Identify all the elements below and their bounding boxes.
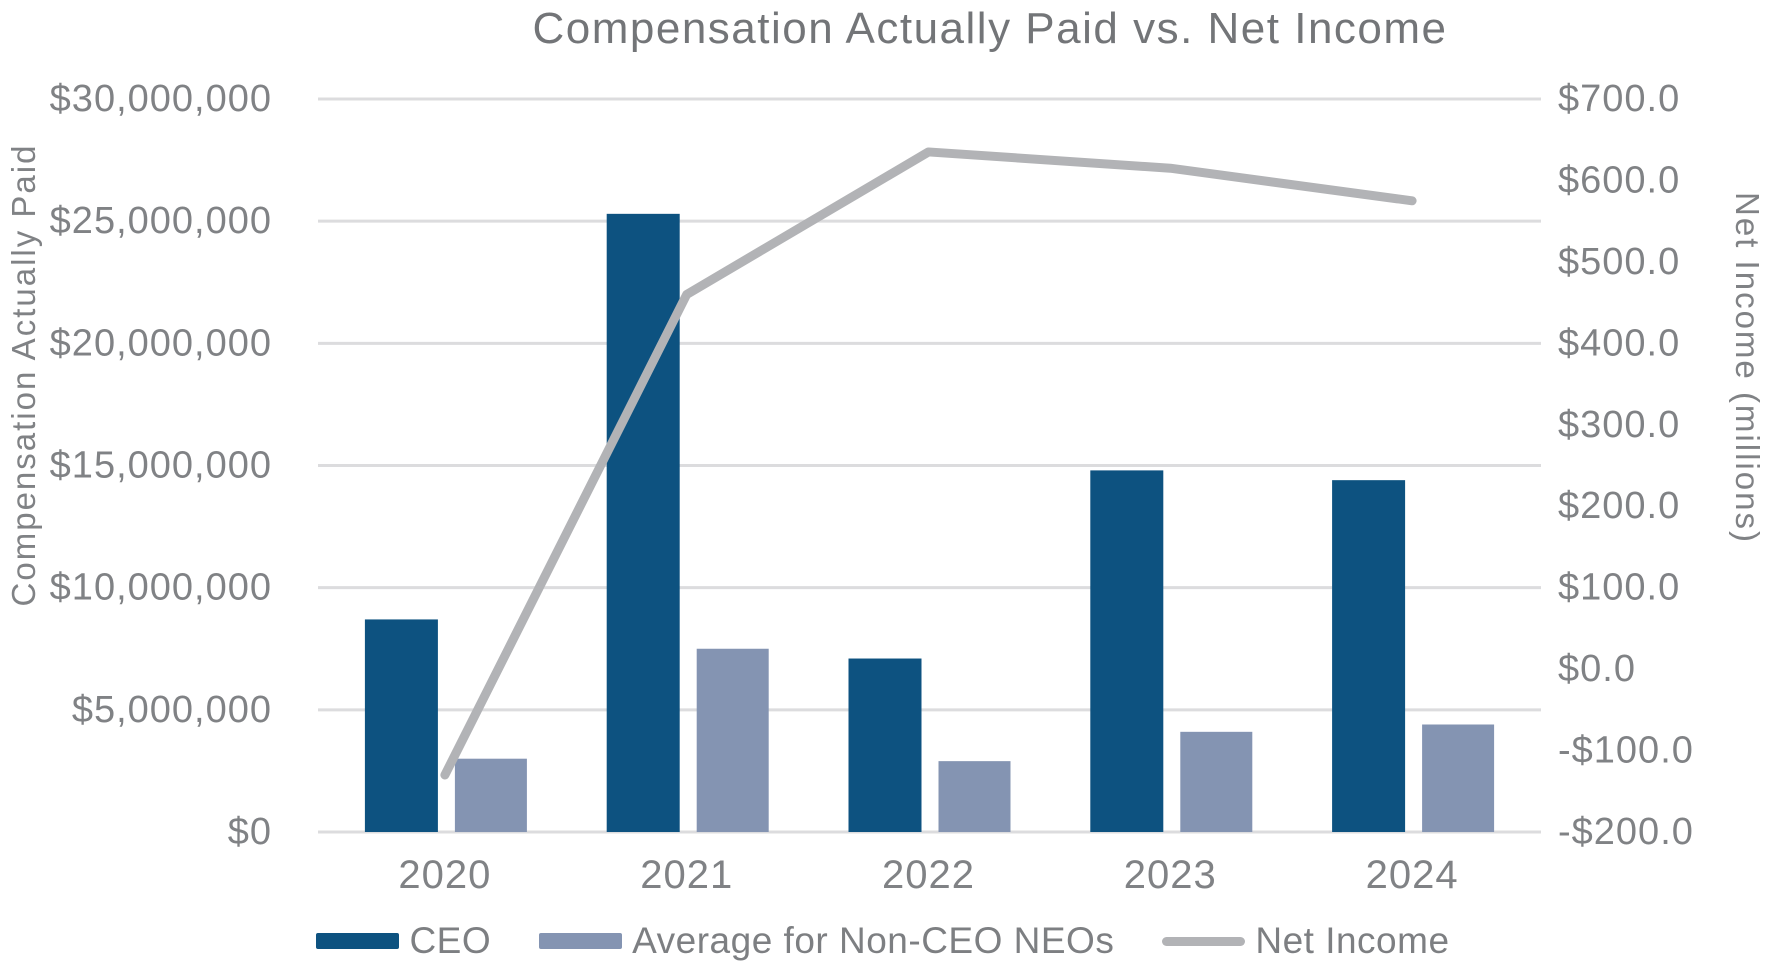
left-axis-tick-label: $10,000,000 xyxy=(50,567,272,609)
left-axis-tick-label: $20,000,000 xyxy=(50,322,272,364)
bar-non-ceo-2023 xyxy=(1180,731,1253,832)
bar-ceo-2021 xyxy=(606,213,680,832)
x-axis-tick-label: 2020 xyxy=(398,853,491,897)
ceo-swatch-icon xyxy=(316,933,400,949)
right-axis-tick-label: $300.0 xyxy=(1558,404,1680,446)
left-axis-tick-label: $0 xyxy=(228,811,272,853)
bar-non-ceo-2020 xyxy=(454,758,527,832)
right-axis-tick-label: $600.0 xyxy=(1558,159,1680,201)
x-axis-tick-label: 2021 xyxy=(640,853,733,897)
bar-ceo-2024 xyxy=(1332,480,1406,832)
right-axis-tick-label: $400.0 xyxy=(1558,322,1680,364)
right-axis-tick-label: -$200.0 xyxy=(1558,811,1694,853)
bar-ceo-2022 xyxy=(848,658,922,832)
legend-label-net-income: Net Income xyxy=(1255,920,1450,961)
bar-non-ceo-2021 xyxy=(696,648,769,832)
x-axis-tick-label: 2024 xyxy=(1366,853,1459,897)
legend-label-ceo: CEO xyxy=(409,920,492,961)
right-axis-tick-label: $0.0 xyxy=(1558,648,1636,690)
legend-item-ceo: CEO xyxy=(316,920,491,962)
chart-title: Compensation Actually Paid vs. Net Incom… xyxy=(532,4,1448,53)
non-ceo-swatch-icon xyxy=(539,933,623,949)
net-income-line xyxy=(440,147,1417,780)
right-axis-tick-label: -$100.0 xyxy=(1558,730,1694,772)
x-axis-tick-label: 2023 xyxy=(1124,853,1217,897)
net-income-line-swatch-icon xyxy=(1162,936,1246,946)
bar-non-ceo-2024 xyxy=(1422,724,1495,832)
right-axis-tick-label: $100.0 xyxy=(1558,567,1680,609)
left-axis-tick-label: $25,000,000 xyxy=(50,200,272,242)
chart-legend: CEO Average for Non-CEO NEOs Net Income xyxy=(0,917,1766,965)
left-axis-tick-label: $30,000,000 xyxy=(50,78,272,120)
right-axis-tick-label: $500.0 xyxy=(1558,241,1680,283)
legend-item-non-ceo-neos: Average for Non-CEO NEOs xyxy=(539,920,1114,962)
bar-non-ceo-2022 xyxy=(938,761,1011,832)
legend-item-net-income: Net Income xyxy=(1162,920,1449,962)
right-axis-tick-label: $200.0 xyxy=(1558,485,1680,527)
left-axis-tick-label: $15,000,000 xyxy=(50,445,272,487)
left-axis-tick-label: $5,000,000 xyxy=(72,689,272,731)
x-axis-tick-label: 2022 xyxy=(882,853,975,897)
legend-label-non-ceo-neos: Average for Non-CEO NEOs xyxy=(632,920,1115,961)
bar-ceo-2023 xyxy=(1090,470,1164,832)
bar-ceo-2020 xyxy=(364,619,438,832)
right-axis-tick-label: $700.0 xyxy=(1558,78,1680,120)
